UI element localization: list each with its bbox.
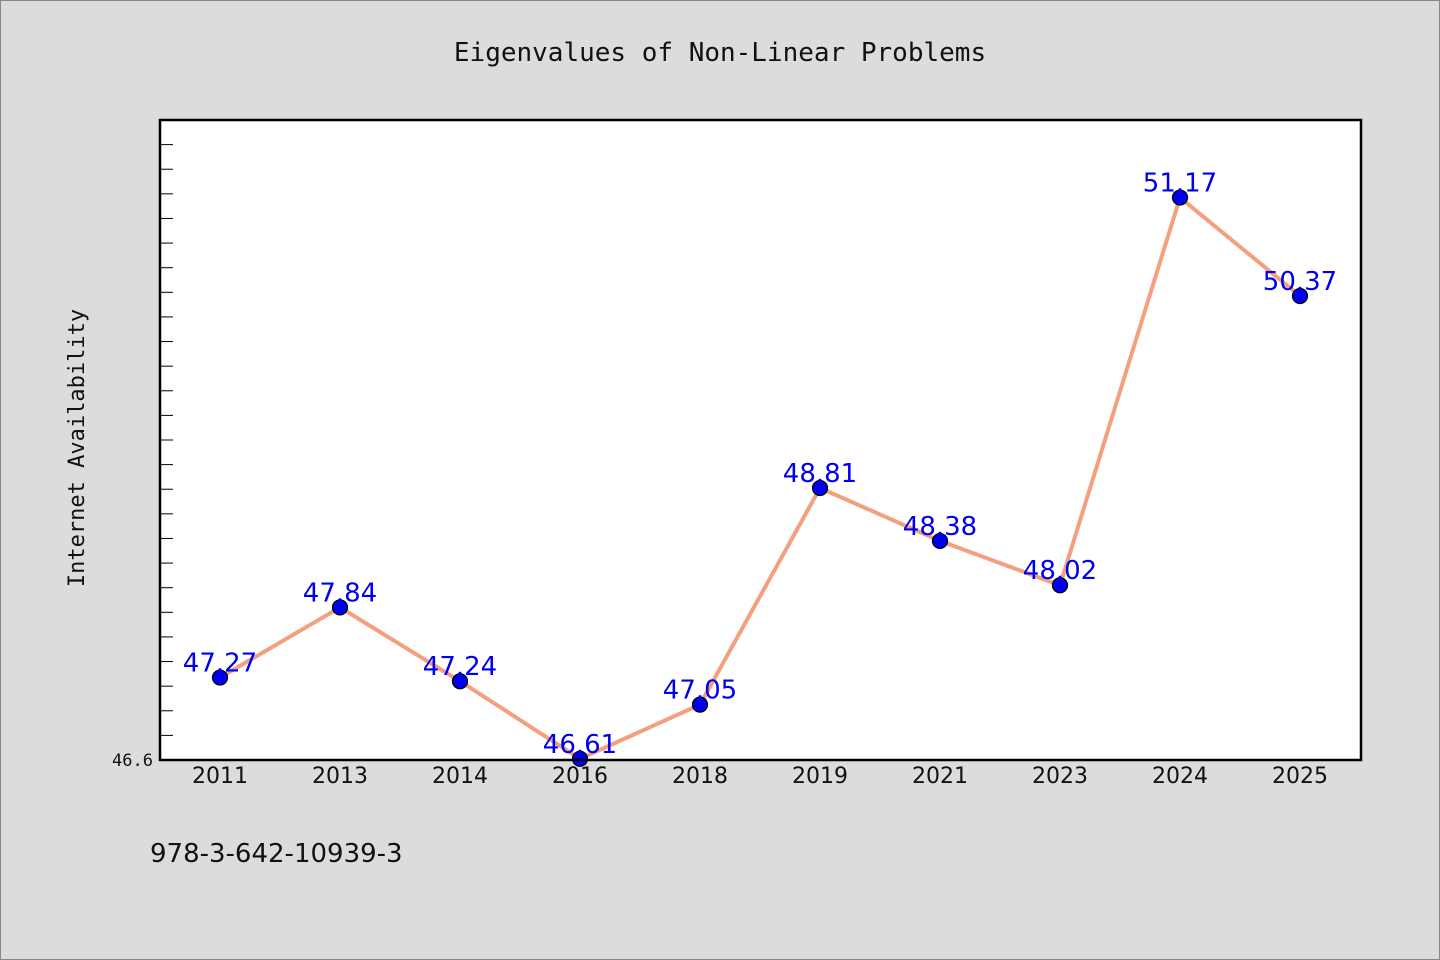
data-point-marker xyxy=(451,673,469,690)
data-label: 48.02 xyxy=(1023,556,1097,586)
data-markers xyxy=(211,189,1309,767)
x-tick-label: 2019 xyxy=(792,764,848,789)
x-tick-label: 2013 xyxy=(312,764,368,789)
data-label: 47.84 xyxy=(303,578,377,608)
data-label: 47.05 xyxy=(663,676,737,706)
y-axis-label: Internet Availability xyxy=(65,309,90,587)
data-point-marker xyxy=(1171,189,1189,206)
data-label: 47.27 xyxy=(183,649,257,679)
data-label: 48.81 xyxy=(783,459,857,489)
data-label: 51.17 xyxy=(1143,169,1217,199)
data-point-marker xyxy=(931,532,949,550)
data-label: 50.37 xyxy=(1263,267,1337,297)
x-tick-label: 2023 xyxy=(1032,764,1088,789)
data-point-marker xyxy=(1291,287,1309,305)
data-label: 46.61 xyxy=(543,730,617,760)
footer-isbn: 978-3-642-10939-3 xyxy=(150,839,403,869)
data-point-marker xyxy=(331,599,349,616)
x-tick-label: 2021 xyxy=(912,764,968,789)
data-point-marker xyxy=(1051,577,1069,594)
x-tick-label: 2016 xyxy=(552,764,608,789)
x-tick-label: 2018 xyxy=(672,764,728,789)
x-axis-tick-labels: 2011 2013 2014 2016 2018 2019 2021 2023 2024 2025 xyxy=(192,764,1328,789)
series-line-group xyxy=(218,195,1302,761)
data-point-marker xyxy=(211,669,229,686)
y-axis-tick-labels: 46.6 xyxy=(112,751,153,771)
y-tick-label: 46.6 xyxy=(112,751,153,771)
data-labels: 47.27 47.84 47.24 46.61 47.05 48.81 48.38 48.02… xyxy=(183,169,1337,760)
data-label: 48.38 xyxy=(903,512,977,542)
plot-border xyxy=(158,118,1363,762)
data-label: 47.24 xyxy=(423,652,497,682)
data-point-marker xyxy=(811,479,829,497)
chart-title: Eigenvalues of Non-Linear Problems xyxy=(454,38,986,68)
series-line xyxy=(218,195,1302,761)
x-tick-label: 2025 xyxy=(1272,764,1328,789)
x-tick-label: 2014 xyxy=(432,764,488,789)
x-tick-label: 2024 xyxy=(1152,764,1208,789)
plot-area xyxy=(160,120,1361,760)
y-axis-minor-ticks xyxy=(160,144,173,736)
x-tick-label: 2011 xyxy=(192,764,248,789)
data-point-marker xyxy=(691,696,709,713)
